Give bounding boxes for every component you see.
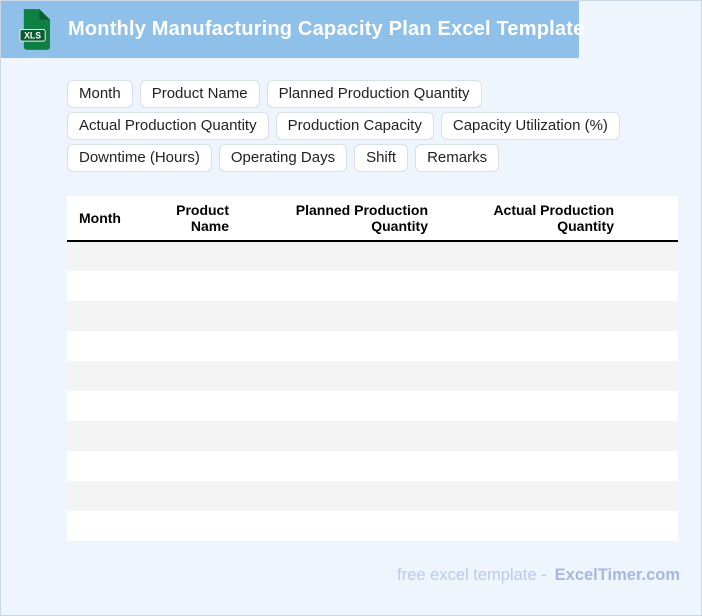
preview-table: Month Product Name Planned Production Quan… — [67, 196, 678, 541]
column-chip[interactable]: Actual Production Quantity — [67, 112, 269, 140]
empty-cell — [67, 271, 678, 301]
column-chip[interactable]: Operating Days — [218, 144, 348, 172]
table-body — [67, 241, 678, 541]
column-chip[interactable]: Product Name — [139, 80, 260, 108]
empty-cell — [67, 331, 678, 361]
table-row — [67, 361, 678, 391]
table-row — [67, 301, 678, 331]
empty-cell — [67, 361, 678, 391]
empty-cell — [67, 301, 678, 331]
table-header-row: Month Product Name Planned Production Quan… — [67, 196, 678, 242]
column-chips: Month Product Name Planned Production Quan… — [67, 80, 675, 172]
empty-cell — [67, 421, 678, 451]
empty-cell — [67, 241, 678, 271]
xls-icon-label: XLS — [24, 31, 41, 41]
empty-cell — [67, 451, 678, 481]
xls-file-icon: XLS — [19, 9, 51, 50]
title-bar: XLS Monthly Manufacturing Capacity Plan … — [1, 1, 584, 58]
table-row — [67, 481, 678, 511]
footer-credit: free excel template - ExcelTimer.com — [397, 566, 680, 585]
table-row — [67, 271, 678, 301]
table-row — [67, 451, 678, 481]
column-chip[interactable]: Shift — [354, 144, 409, 172]
footer-brand-link[interactable]: ExcelTimer.com — [554, 566, 680, 584]
column-header: Month — [67, 196, 142, 242]
column-chip[interactable]: Month — [67, 80, 133, 108]
column-chip[interactable]: Capacity Utilization (%) — [440, 112, 620, 140]
page-title: Monthly Manufacturing Capacity Plan Exce… — [68, 18, 585, 40]
table-row — [67, 511, 678, 541]
table-row — [67, 391, 678, 421]
column-header: Planned Production Quantity — [237, 196, 436, 242]
table-row — [67, 331, 678, 361]
empty-cell — [67, 391, 678, 421]
column-chip[interactable]: Remarks — [415, 144, 500, 172]
spreadsheet-preview: Month Product Name Planned Production Quan… — [67, 196, 678, 541]
column-header-spacer — [622, 196, 678, 242]
column-chip[interactable]: Planned Production Quantity — [266, 80, 482, 108]
empty-cell — [67, 511, 678, 541]
footer-text: free excel template - — [397, 566, 547, 584]
table-row — [67, 241, 678, 271]
column-header: Product Name — [142, 196, 237, 242]
empty-cell — [67, 481, 678, 511]
column-chip[interactable]: Downtime (Hours) — [67, 144, 212, 172]
column-header: Actual Production Quantity — [436, 196, 622, 242]
table-row — [67, 421, 678, 451]
column-chip[interactable]: Production Capacity — [275, 112, 434, 140]
